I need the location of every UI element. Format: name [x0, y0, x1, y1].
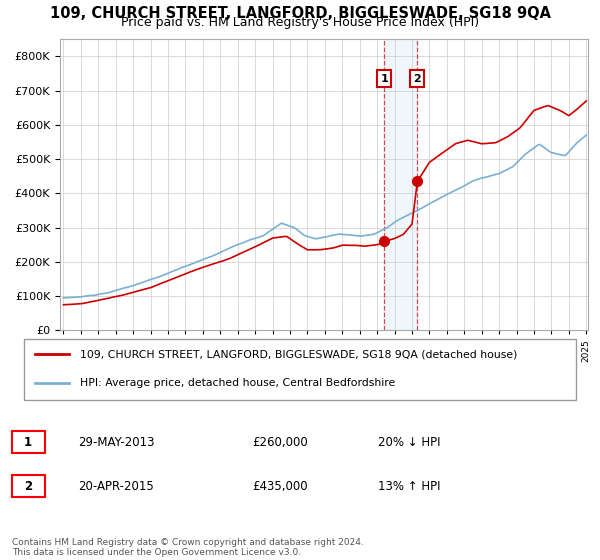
Text: 2: 2: [413, 73, 421, 83]
Text: HPI: Average price, detached house, Central Bedfordshire: HPI: Average price, detached house, Cent…: [80, 378, 395, 388]
Text: 20% ↓ HPI: 20% ↓ HPI: [378, 436, 440, 449]
Text: Price paid vs. HM Land Registry's House Price Index (HPI): Price paid vs. HM Land Registry's House …: [121, 16, 479, 29]
Text: 29-MAY-2013: 29-MAY-2013: [78, 436, 155, 449]
Text: 20-APR-2015: 20-APR-2015: [78, 480, 154, 493]
Text: Contains HM Land Registry data © Crown copyright and database right 2024.
This d: Contains HM Land Registry data © Crown c…: [12, 538, 364, 557]
Text: 2: 2: [24, 480, 32, 493]
Text: £435,000: £435,000: [252, 480, 308, 493]
Bar: [385, 39, 417, 330]
Text: 13% ↑ HPI: 13% ↑ HPI: [378, 480, 440, 493]
FancyBboxPatch shape: [12, 475, 45, 497]
FancyBboxPatch shape: [23, 339, 577, 400]
Text: 109, CHURCH STREET, LANGFORD, BIGGLESWADE, SG18 9QA (detached house): 109, CHURCH STREET, LANGFORD, BIGGLESWAD…: [80, 349, 517, 359]
Text: 109, CHURCH STREET, LANGFORD, BIGGLESWADE, SG18 9QA: 109, CHURCH STREET, LANGFORD, BIGGLESWAD…: [49, 6, 551, 21]
FancyBboxPatch shape: [12, 431, 45, 454]
Text: 1: 1: [380, 73, 388, 83]
Text: £260,000: £260,000: [252, 436, 308, 449]
Text: 1: 1: [24, 436, 32, 449]
